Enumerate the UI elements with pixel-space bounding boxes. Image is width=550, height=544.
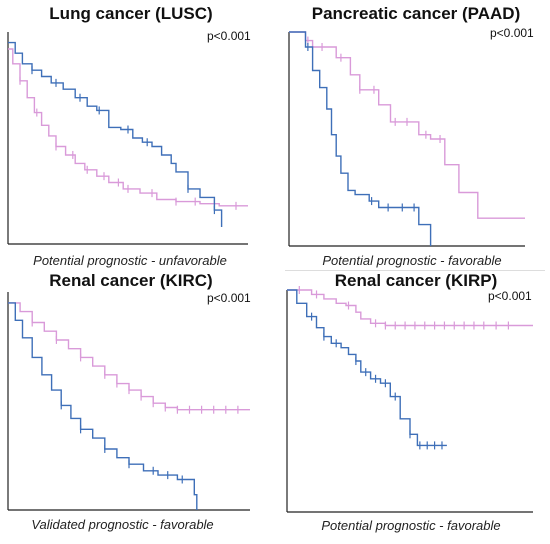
km-plot bbox=[7, 32, 248, 245]
p-value-label: p<0.001 bbox=[490, 26, 534, 40]
panel-title: Pancreatic cancer (PAAD) bbox=[311, 4, 521, 23]
survival-curve-pink bbox=[287, 289, 533, 327]
km-plot bbox=[288, 31, 525, 247]
panel-title: Lung cancer (LUSC) bbox=[49, 4, 213, 23]
panel-caption: Potential prognostic - favorable bbox=[321, 518, 501, 533]
panel-caption: Validated prognostic - favorable bbox=[31, 517, 214, 532]
survival-curve-blue bbox=[287, 289, 447, 447]
panel-caption: Potential prognostic - favorable bbox=[322, 253, 502, 268]
survival-curve-pink bbox=[8, 302, 250, 411]
p-value-label: p<0.001 bbox=[488, 289, 532, 303]
p-value-label: p<0.001 bbox=[207, 29, 251, 43]
km-panel-lusc: Lung cancer (LUSC) p<0.001 Potential pro… bbox=[0, 0, 262, 272]
survival-curve-blue bbox=[8, 41, 223, 227]
km-panel-kirc: Renal cancer (KIRC) p<0.001 Validated pr… bbox=[0, 271, 262, 544]
survival-curve-blue bbox=[289, 31, 432, 246]
km-plot bbox=[7, 292, 250, 511]
divider bbox=[285, 270, 545, 271]
km-plot bbox=[286, 286, 533, 513]
survival-curve-pink bbox=[8, 48, 248, 207]
survival-curve-blue bbox=[8, 302, 198, 510]
survival-curve-pink bbox=[289, 31, 525, 219]
km-panel-kirp: Renal cancer (KIRP) p<0.001 Potential pr… bbox=[282, 271, 550, 544]
panel-caption: Potential prognostic - unfavorable bbox=[33, 253, 227, 268]
km-panel-paad: Pancreatic cancer (PAAD) p<0.001 Potenti… bbox=[282, 0, 550, 272]
panel-title: Renal cancer (KIRC) bbox=[49, 271, 213, 290]
p-value-label: p<0.001 bbox=[207, 291, 251, 305]
panel-title: Renal cancer (KIRP) bbox=[334, 271, 498, 290]
